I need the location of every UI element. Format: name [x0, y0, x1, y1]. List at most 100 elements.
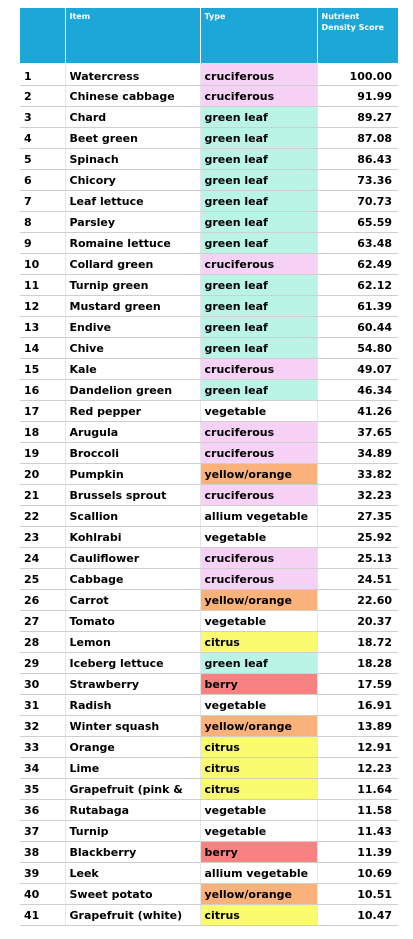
table-row: 2 Chinese cabbage cruciferous 91.99: [20, 85, 398, 107]
score-cell: 13.89: [317, 715, 398, 737]
score-cell: 63.48: [317, 232, 398, 254]
rank-cell: 20: [20, 463, 66, 485]
table-row: 8 Parsley green leaf 65.59: [20, 211, 398, 233]
type-cell: vegetable: [200, 820, 318, 842]
table-row: 16 Dandelion green green leaf 46.34: [20, 379, 398, 401]
score-cell: 62.49: [317, 253, 398, 275]
type-cell: green leaf: [200, 337, 318, 359]
rank-cell: 14: [20, 337, 66, 359]
score-cell: 87.08: [317, 127, 398, 149]
score-cell: 46.34: [317, 379, 398, 401]
table-row: 24 Cauliflower cruciferous 25.13: [20, 547, 398, 569]
score-cell: 18.72: [317, 631, 398, 653]
item-cell: Collard green: [65, 253, 201, 275]
score-cell: 89.27: [317, 106, 398, 128]
item-cell: Sweet potato: [65, 883, 201, 905]
item-cell: Endive: [65, 316, 201, 338]
type-cell: cruciferous: [200, 568, 318, 590]
type-cell: cruciferous: [200, 358, 318, 380]
item-cell: Carrot: [65, 589, 201, 611]
item-cell: Winter squash: [65, 715, 201, 737]
score-cell: 10.47: [317, 904, 398, 926]
item-cell: Cauliflower: [65, 547, 201, 569]
rank-cell: 18: [20, 421, 66, 443]
type-cell: green leaf: [200, 295, 318, 317]
type-cell: green leaf: [200, 274, 318, 296]
rank-cell: 8: [20, 211, 66, 233]
type-cell: cruciferous: [200, 547, 318, 569]
item-cell: Chinese cabbage: [65, 85, 201, 107]
rank-cell: 3: [20, 106, 66, 128]
rank-cell: 29: [20, 652, 66, 674]
type-cell: citrus: [200, 631, 318, 653]
rank-cell: 41: [20, 904, 66, 926]
score-cell: 37.65: [317, 421, 398, 443]
type-cell: green leaf: [200, 316, 318, 338]
item-cell: Romaine lettuce: [65, 232, 201, 254]
type-cell: vegetable: [200, 610, 318, 632]
rank-cell: 1: [20, 63, 66, 86]
item-cell: Iceberg lettuce: [65, 652, 201, 674]
item-cell: Chard: [65, 106, 201, 128]
score-cell: 34.89: [317, 442, 398, 464]
item-cell: Kale: [65, 358, 201, 380]
rank-cell: 13: [20, 316, 66, 338]
rank-cell: 33: [20, 736, 66, 758]
score-cell: 12.23: [317, 757, 398, 779]
table-row: 30 Strawberry berry 17.59: [20, 673, 398, 695]
item-cell: Turnip: [65, 820, 201, 842]
item-cell: Turnip green: [65, 274, 201, 296]
score-cell: 17.59: [317, 673, 398, 695]
table-row: 13 Endive green leaf 60.44: [20, 316, 398, 338]
rank-cell: 35: [20, 778, 66, 800]
header-score: Nutrient Density Score: [317, 8, 398, 63]
rank-cell: 32: [20, 715, 66, 737]
item-cell: Watercress: [65, 63, 201, 86]
score-cell: 33.82: [317, 463, 398, 485]
type-cell: vegetable: [200, 526, 318, 548]
score-cell: 73.36: [317, 169, 398, 191]
table-row: 41 Grapefruit (white) citrus 10.47: [20, 904, 398, 926]
score-cell: 61.39: [317, 295, 398, 317]
item-cell: Leek: [65, 862, 201, 884]
item-cell: Radish: [65, 694, 201, 716]
type-cell: vegetable: [200, 694, 318, 716]
rank-cell: 28: [20, 631, 66, 653]
score-cell: 49.07: [317, 358, 398, 380]
table-row: 12 Mustard green green leaf 61.39: [20, 295, 398, 317]
item-cell: Chicory: [65, 169, 201, 191]
item-cell: Brussels sprout: [65, 484, 201, 506]
header-rank: [20, 8, 66, 63]
type-cell: berry: [200, 673, 318, 695]
table-row: 6 Chicory green leaf 73.36: [20, 169, 398, 191]
type-cell: green leaf: [200, 379, 318, 401]
type-cell: yellow/orange: [200, 589, 318, 611]
rank-cell: 30: [20, 673, 66, 695]
type-cell: green leaf: [200, 127, 318, 149]
table-row: 9 Romaine lettuce green leaf 63.48: [20, 232, 398, 254]
item-cell: Dandelion green: [65, 379, 201, 401]
item-cell: Broccoli: [65, 442, 201, 464]
score-cell: 24.51: [317, 568, 398, 590]
table-row: 15 Kale cruciferous 49.07: [20, 358, 398, 380]
rank-cell: 15: [20, 358, 66, 380]
type-cell: green leaf: [200, 106, 318, 128]
table-row: 27 Tomato vegetable 20.37: [20, 610, 398, 632]
table-row: 40 Sweet potato yellow/orange 10.51: [20, 883, 398, 905]
rank-cell: 6: [20, 169, 66, 191]
rank-cell: 16: [20, 379, 66, 401]
type-cell: citrus: [200, 757, 318, 779]
rank-cell: 4: [20, 127, 66, 149]
type-cell: green leaf: [200, 148, 318, 170]
item-cell: Strawberry: [65, 673, 201, 695]
item-cell: Lemon: [65, 631, 201, 653]
rank-cell: 38: [20, 841, 66, 863]
type-cell: vegetable: [200, 400, 318, 422]
type-cell: citrus: [200, 736, 318, 758]
table-row: 39 Leek allium vegetable 10.69: [20, 862, 398, 884]
score-cell: 27.35: [317, 505, 398, 527]
score-cell: 11.43: [317, 820, 398, 842]
rank-cell: 7: [20, 190, 66, 212]
score-cell: 54.80: [317, 337, 398, 359]
score-cell: 12.91: [317, 736, 398, 758]
